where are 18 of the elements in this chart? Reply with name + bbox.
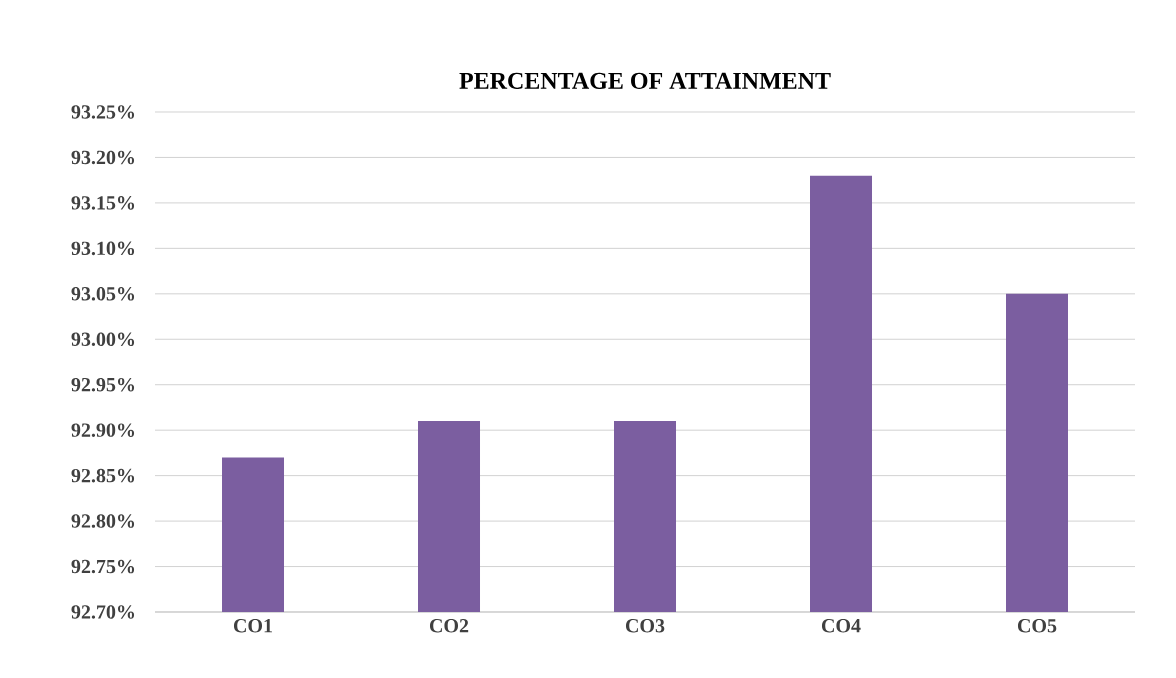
y-tick-label: 92.75%	[71, 559, 135, 574]
y-tick-label: 93.25%	[71, 105, 135, 119]
x-tick-label: CO2	[429, 619, 469, 633]
y-tick-label: 92.90%	[71, 423, 135, 437]
y-tick-label: 92.85%	[71, 468, 135, 483]
x-tick-label: CO1	[233, 619, 272, 633]
y-tick-label: 93.00%	[71, 332, 135, 347]
x-tick-label: CO4	[821, 619, 861, 633]
y-tick-label: 93.15%	[71, 196, 135, 210]
y-tick-label: 93.05%	[71, 287, 135, 301]
y-tick-label: 92.80%	[71, 514, 135, 528]
x-tick-label: CO3	[625, 619, 665, 633]
chart-title: PERCENTAGE OF ATTAINMENT	[459, 72, 831, 89]
y-tick-label: 92.70%	[71, 605, 135, 619]
y-tick-label: 93.10%	[71, 241, 135, 256]
y-tick-label: 93.20%	[71, 150, 135, 165]
y-tick-label: 92.95%	[71, 377, 135, 392]
x-tick-label: CO5	[1017, 619, 1057, 633]
